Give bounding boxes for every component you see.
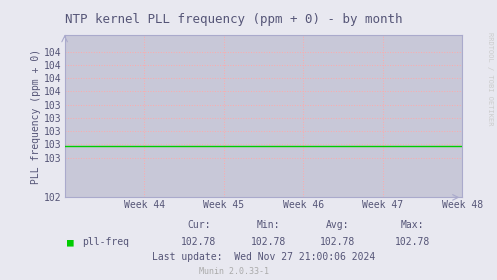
Text: NTP kernel PLL frequency (ppm + 0) - by month: NTP kernel PLL frequency (ppm + 0) - by … bbox=[65, 13, 403, 25]
Text: Max:: Max: bbox=[401, 220, 424, 230]
Text: 102.78: 102.78 bbox=[251, 237, 286, 247]
Text: RRDTOOL / TOBI OETIKER: RRDTOOL / TOBI OETIKER bbox=[487, 32, 493, 125]
Text: Min:: Min: bbox=[256, 220, 280, 230]
Text: 102.78: 102.78 bbox=[181, 237, 216, 247]
Text: 102.78: 102.78 bbox=[395, 237, 430, 247]
Text: Last update:  Wed Nov 27 21:00:06 2024: Last update: Wed Nov 27 21:00:06 2024 bbox=[152, 252, 375, 262]
Text: Cur:: Cur: bbox=[187, 220, 211, 230]
Text: ■: ■ bbox=[67, 237, 74, 247]
Text: Munin 2.0.33-1: Munin 2.0.33-1 bbox=[199, 267, 268, 276]
Y-axis label: PLL frequency (ppm + 0): PLL frequency (ppm + 0) bbox=[31, 49, 41, 184]
Text: 102.78: 102.78 bbox=[321, 237, 355, 247]
Text: Avg:: Avg: bbox=[326, 220, 350, 230]
Text: pll-freq: pll-freq bbox=[82, 237, 129, 247]
